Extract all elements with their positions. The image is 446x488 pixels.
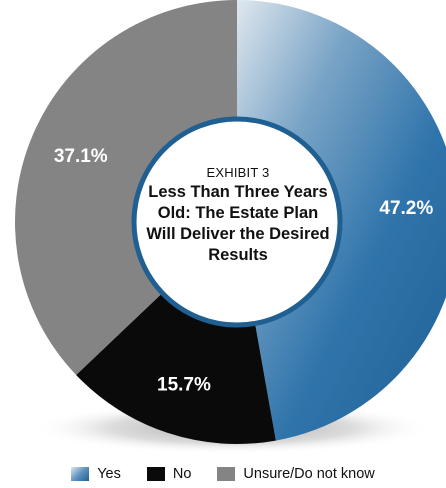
legend-item-no: No — [146, 466, 192, 482]
slice-label-no: 15.7% — [157, 375, 211, 396]
legend-swatch-yes — [71, 467, 90, 481]
donut-hole — [131, 116, 343, 328]
legend-label-no: No — [172, 466, 192, 482]
slice-label-yes: 47.2% — [379, 198, 433, 219]
legend-item-yes: Yes — [71, 466, 121, 482]
center-caption: EXHIBIT 3 Less Than Three Years Old: The… — [133, 165, 343, 266]
legend-label-unsure: Unsure/Do not know — [243, 466, 375, 482]
slice-unsure — [15, 0, 237, 375]
slice-label-unsure: 37.1% — [54, 146, 108, 167]
legend-swatch-unsure — [217, 467, 236, 481]
chart-title: Less Than Three Years Old: The Estate Pl… — [146, 183, 330, 264]
legend-swatch-no — [146, 467, 165, 481]
legend: Yes No Unsure/Do not know — [0, 466, 446, 482]
legend-label-yes: Yes — [97, 466, 121, 482]
chart-subtitle: EXHIBIT 3 — [206, 165, 270, 180]
legend-item-unsure: Unsure/Do not know — [217, 466, 375, 482]
